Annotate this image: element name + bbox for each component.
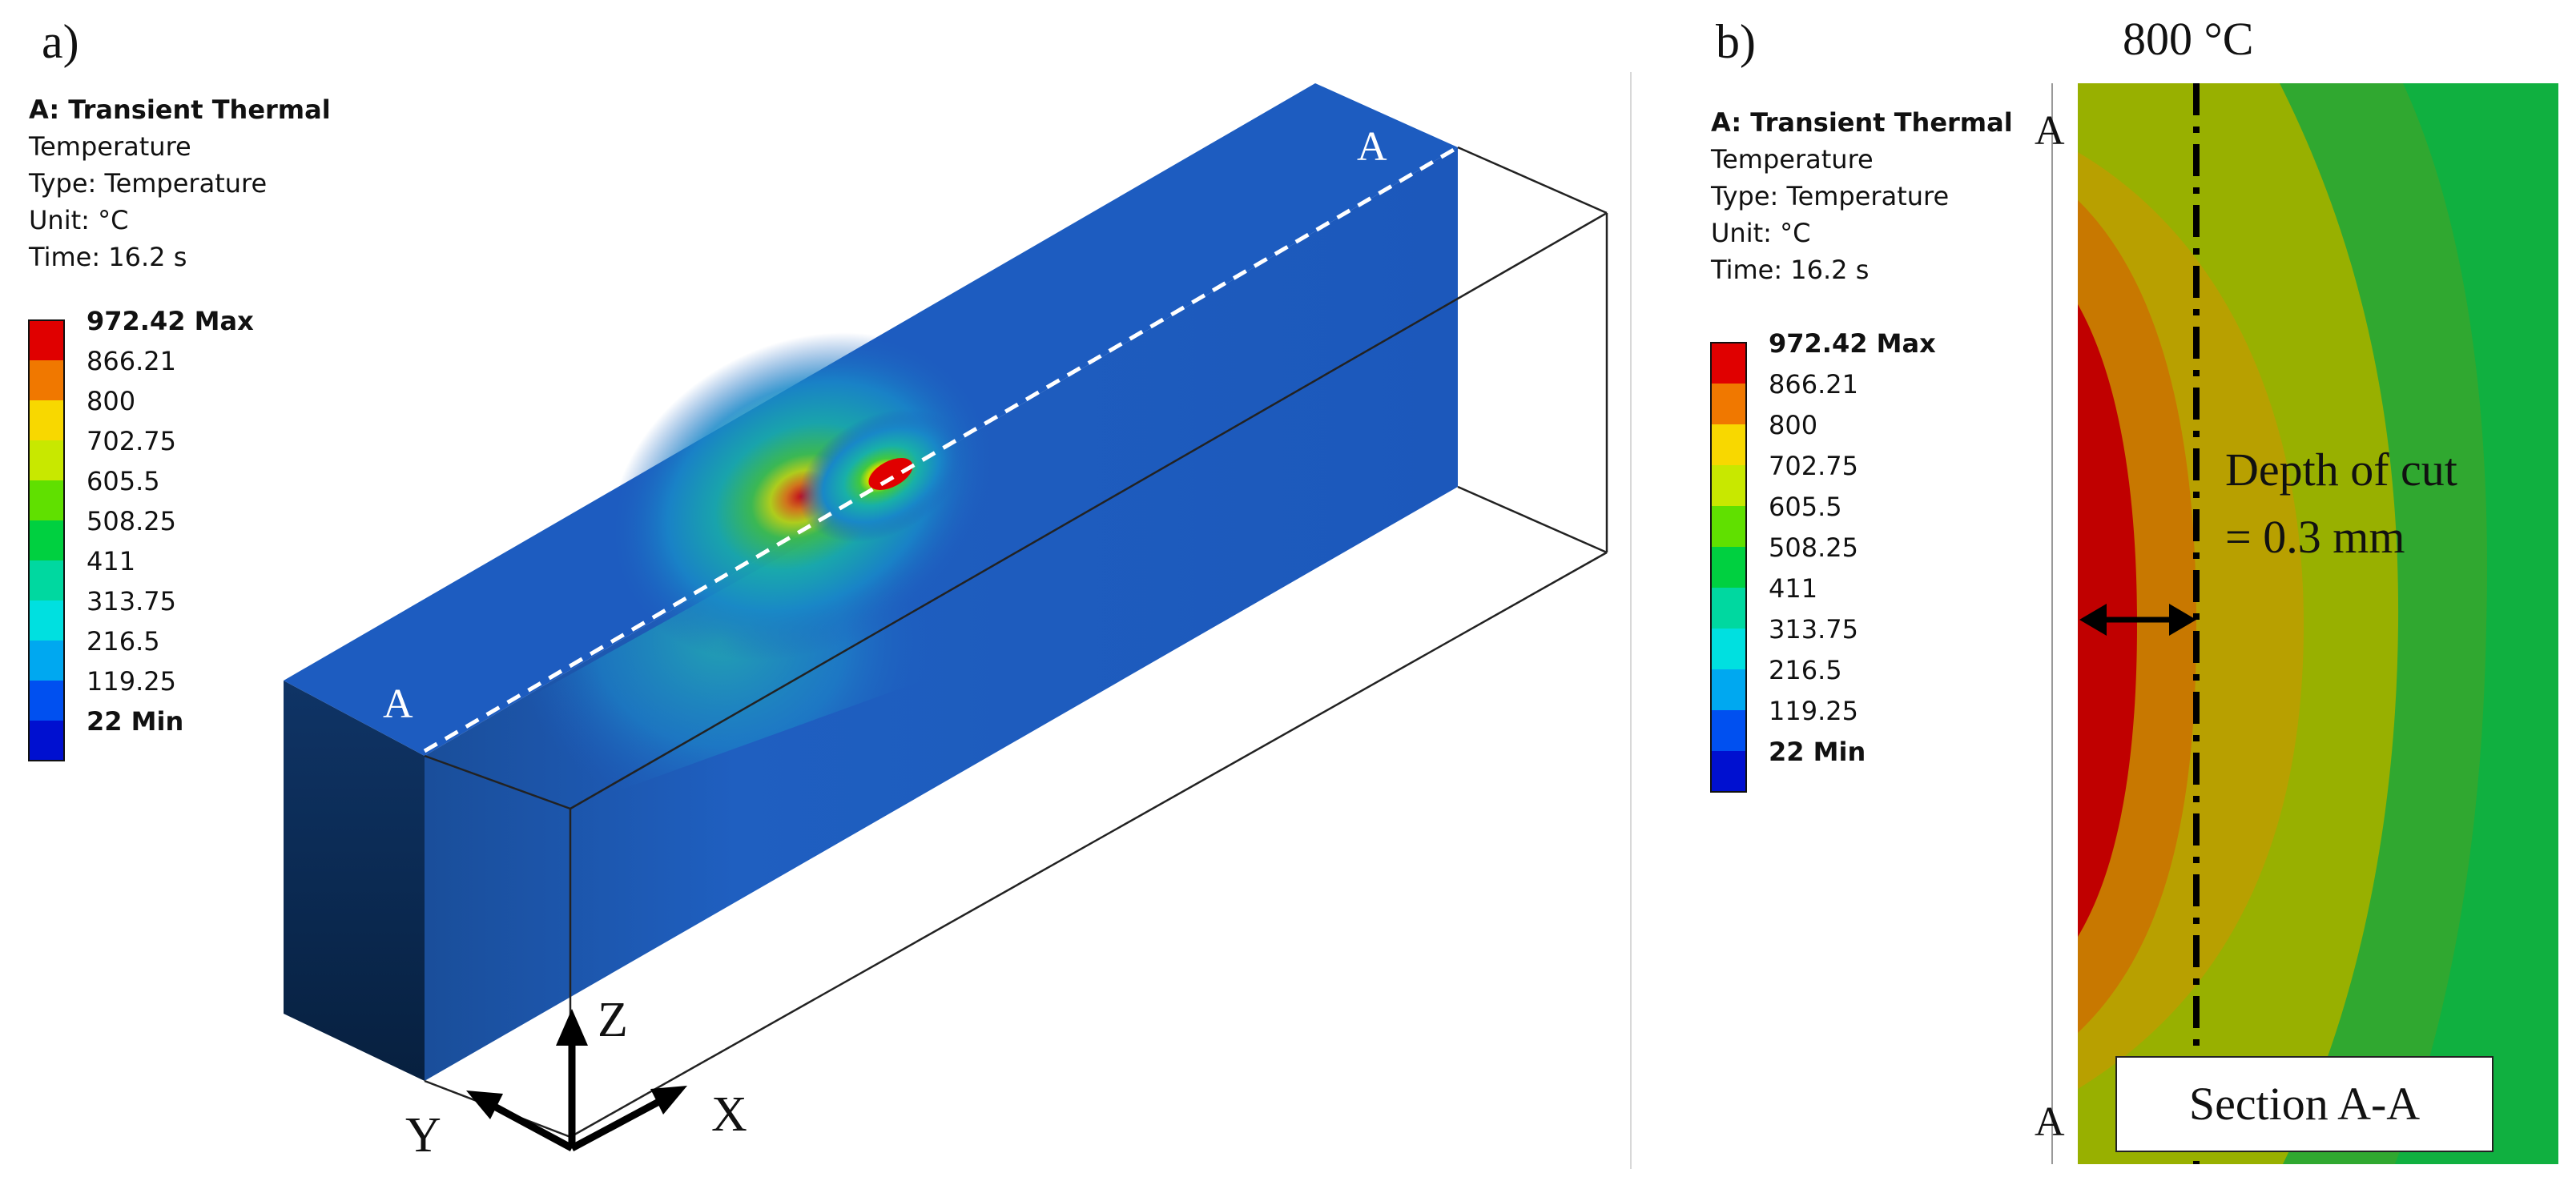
panel-b-legend-label: 313.75 bbox=[1769, 614, 1858, 645]
heat-source-glow bbox=[610, 332, 992, 661]
panel-a-legend-label: 508.25 bbox=[87, 506, 176, 536]
depth-label-line2: = 0.3 mm bbox=[2225, 511, 2405, 563]
y-arrow-icon bbox=[466, 1091, 503, 1119]
panel-b-legend-swatch bbox=[1711, 751, 1746, 792]
panel-a-legend-label: 22 Min bbox=[87, 706, 183, 737]
panel-a-letter: a) bbox=[42, 15, 79, 68]
arrow-left-icon bbox=[2079, 604, 2107, 636]
panel-a-section-mark-bottom: A bbox=[383, 681, 413, 727]
panel-a-legend-swatch bbox=[29, 480, 64, 520]
arrow-right-icon bbox=[2169, 604, 2196, 636]
workpiece-model: A A bbox=[284, 83, 1608, 1139]
workpiece-front-face bbox=[425, 147, 1458, 1081]
panel-b-legend-swatch bbox=[1711, 547, 1746, 588]
panel-a-legend-swatch bbox=[29, 600, 64, 641]
section-line-a-a bbox=[423, 145, 1459, 753]
panel-b-legend-swatch bbox=[1711, 343, 1746, 384]
panel-b-legend-swatch bbox=[1711, 669, 1746, 710]
panel-b-legend-label: 702.75 bbox=[1769, 451, 1858, 481]
panel-a-legend-label: 866.21 bbox=[87, 346, 176, 376]
panel-b-header-line3: Unit: °C bbox=[1711, 218, 1810, 248]
panel-a-legend-swatch bbox=[29, 440, 64, 480]
panel-a-legend-swatch bbox=[29, 721, 64, 761]
panel-a-header-line2: Type: Temperature bbox=[28, 168, 267, 199]
panel-b-legend-swatch bbox=[1711, 465, 1746, 506]
axis-label-y: Y bbox=[405, 1108, 441, 1163]
panel-b-header-title: A: Transient Thermal bbox=[1711, 107, 2013, 138]
axis-label-z: Z bbox=[598, 993, 628, 1047]
panel-a-legend-swatch bbox=[29, 641, 64, 681]
panel-b-header-line1: Temperature bbox=[1710, 144, 1874, 175]
panel-a-legend-label: 702.75 bbox=[87, 426, 176, 456]
section-view: Depth of cut = 0.3 mm Section A-A A A bbox=[2035, 83, 2558, 1164]
panel-b-legend-frame bbox=[1710, 342, 1747, 793]
panel-a-legend-swatch bbox=[29, 400, 64, 440]
panel-b-legend-label: 972.42 Max bbox=[1769, 328, 1936, 359]
section-label-box bbox=[2115, 1056, 2493, 1152]
panel-a-legend-swatch bbox=[29, 560, 64, 600]
axis-label-x: X bbox=[711, 1087, 747, 1142]
panel-a-legend: 972.42 Max 866.21 800 702.75 605.5 508.25 411 3… bbox=[28, 306, 254, 761]
panel-a-legend-label: 411 bbox=[87, 546, 135, 576]
panel-a-header: A: Transient Thermal Temperature Type: T… bbox=[28, 94, 331, 272]
workpiece-end-face bbox=[284, 681, 425, 1081]
depth-label-line1: Depth of cut bbox=[2225, 444, 2457, 496]
panel-b-legend-label: 605.5 bbox=[1769, 492, 1842, 522]
panel-a-legend-label: 605.5 bbox=[87, 466, 160, 496]
panel-a-legend-swatch bbox=[29, 520, 64, 560]
panel-a-legend-label: 216.5 bbox=[87, 626, 160, 657]
panel-b-header-line2: Type: Temperature bbox=[1710, 181, 1949, 211]
panel-b-legend-label: 411 bbox=[1769, 573, 1817, 604]
axis-triad bbox=[486, 1033, 667, 1151]
section-label: Section A-A bbox=[2189, 1078, 2420, 1130]
panel-a-section-mark-top: A bbox=[1357, 124, 1387, 170]
panel-a-header-title: A: Transient Thermal bbox=[29, 94, 331, 125]
panel-b-section-mark-top: A bbox=[2035, 108, 2065, 154]
axis-arrowheads bbox=[466, 1009, 687, 1119]
panel-a-legend-label: 313.75 bbox=[87, 586, 176, 617]
panel-b-letter: b) bbox=[1716, 15, 1756, 68]
panel-b-legend-swatch bbox=[1711, 710, 1746, 751]
panel-b-legend-swatch bbox=[1711, 424, 1746, 465]
wireframe-box bbox=[424, 146, 1608, 1139]
panel-b-legend-label: 508.25 bbox=[1769, 532, 1858, 563]
panel-a-legend-frame bbox=[28, 319, 65, 761]
panel-b-legend-swatch bbox=[1711, 588, 1746, 629]
panel-a-legend-label: 972.42 Max bbox=[87, 306, 254, 336]
panel-a-legend-label: 800 bbox=[87, 386, 135, 416]
panel-a-legend-swatch bbox=[29, 360, 64, 400]
panel-a-header-line1: Temperature bbox=[28, 131, 191, 162]
panel-b-legend-swatch bbox=[1711, 384, 1746, 424]
z-arrow-icon bbox=[556, 1009, 588, 1046]
panel-b-header-line4: Time: 16.2 s bbox=[1710, 255, 1869, 285]
panel-b-legend-label: 216.5 bbox=[1769, 655, 1842, 685]
panel-b-legend-label: 22 Min bbox=[1769, 737, 1866, 767]
panel-a-header-line4: Time: 16.2 s bbox=[28, 242, 187, 272]
panel-b-legend-label: 800 bbox=[1769, 410, 1817, 440]
panel-b-header: A: Transient Thermal Temperature Type: T… bbox=[1710, 107, 2013, 285]
panel-b-legend-label: 119.25 bbox=[1769, 696, 1858, 726]
panel-a-legend-label: 119.25 bbox=[87, 666, 176, 697]
panel-a-legend-swatch bbox=[29, 681, 64, 721]
panel-b-legend-swatch bbox=[1711, 506, 1746, 547]
y-axis-line bbox=[486, 1100, 574, 1151]
panel-a-header-line3: Unit: °C bbox=[29, 205, 128, 235]
panel-a-legend-swatch bbox=[29, 320, 64, 360]
x-arrow-icon bbox=[650, 1086, 687, 1115]
panel-b-legend: 972.42 Max 866.21 800 702.75 605.5 508.25 411 3… bbox=[1710, 328, 1936, 793]
depth-dimension-arrow bbox=[2079, 604, 2196, 636]
panel-b-legend-swatch bbox=[1711, 629, 1746, 669]
panel-b-section-mark-bottom: A bbox=[2035, 1099, 2065, 1145]
panel-b-legend-label: 866.21 bbox=[1769, 369, 1858, 400]
x-axis-line bbox=[570, 1095, 667, 1151]
isotherm-label: 800 °C bbox=[2123, 13, 2253, 65]
